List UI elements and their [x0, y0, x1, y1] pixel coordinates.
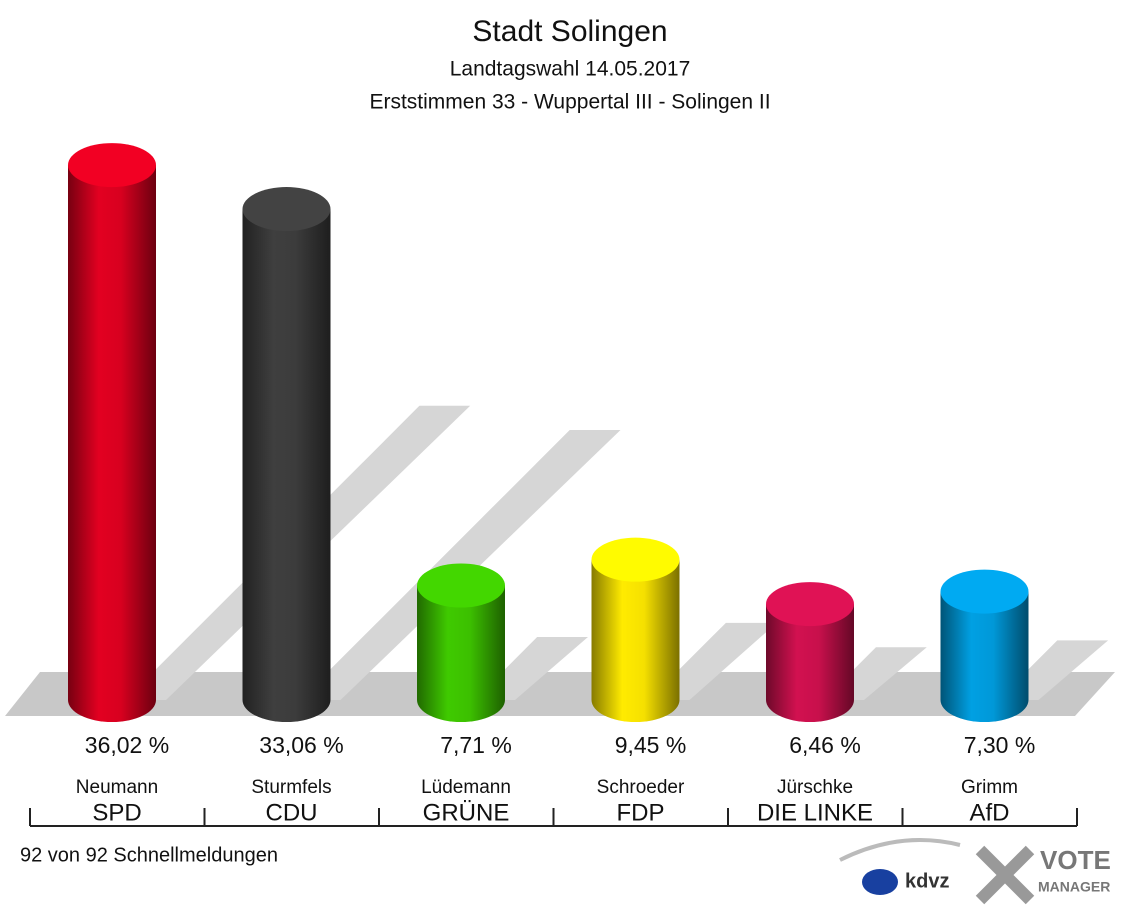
bar-top: [940, 569, 1029, 614]
bar: [242, 209, 331, 723]
value-label: 36,02 %: [85, 732, 169, 758]
bar: [940, 591, 1029, 723]
value-label: 7,30 %: [964, 732, 1036, 758]
logo-name2: MANAGER: [1038, 879, 1110, 895]
party-label: GRÜNE: [423, 799, 510, 826]
bars: [68, 143, 1109, 723]
bar-shadow: [648, 622, 777, 700]
party-label: CDU: [266, 799, 318, 826]
candidate-label: Sturmfels: [251, 777, 331, 798]
bar: [417, 585, 505, 722]
bar-top: [766, 582, 854, 627]
candidate-label: Grimm: [961, 777, 1018, 798]
bar-top: [417, 563, 505, 608]
candidate-label: Neumann: [76, 777, 158, 798]
bar-top: [68, 143, 156, 188]
bar-top: [242, 187, 331, 232]
logo-swoosh: [839, 838, 961, 862]
logo-brand: kdvz: [905, 870, 949, 892]
logo-name: VOTE: [1040, 845, 1111, 875]
axis: [29, 808, 1078, 827]
party-label: AfD: [969, 799, 1009, 826]
candidate-label: Schroeder: [597, 777, 685, 798]
bar: [766, 604, 854, 722]
party-label: SPD: [92, 799, 141, 826]
value-label: 7,71 %: [440, 732, 512, 758]
bar: [68, 165, 156, 722]
bar-top: [591, 537, 680, 582]
logo: kdvz VOTE MANAGER: [839, 838, 1111, 905]
value-label: 9,45 %: [615, 732, 687, 758]
logo-ball: [862, 869, 898, 895]
candidate-label: Jürschke: [777, 777, 853, 798]
value-label: 33,06 %: [259, 732, 343, 758]
chart-subtitle: Erststimmen 33 - Wuppertal III - Solinge…: [369, 91, 770, 114]
footnote: 92 von 92 Schnellmeldungen: [20, 844, 278, 866]
chart-subtitle: Landtagswahl 14.05.2017: [450, 58, 691, 81]
bar: [591, 559, 680, 723]
party-label: FDP: [617, 799, 665, 826]
logo-cross: [975, 845, 1035, 905]
chart-title: Stadt Solingen: [472, 15, 667, 48]
value-label: 6,46 %: [789, 732, 861, 758]
party-label: DIE LINKE: [757, 799, 873, 826]
candidate-label: Lüdemann: [421, 777, 511, 798]
